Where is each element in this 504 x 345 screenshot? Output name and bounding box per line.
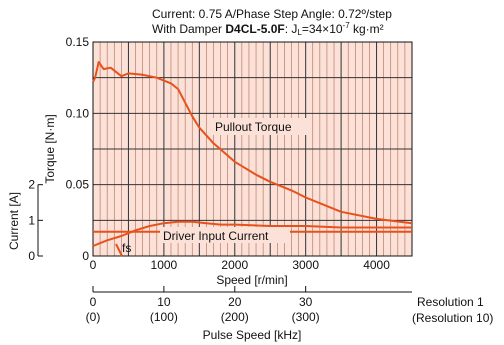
- series-line: [92, 61, 413, 225]
- fs-marker: [115, 243, 123, 257]
- inertia-subscript: L: [297, 28, 302, 37]
- current-tick-label: 0: [28, 249, 35, 263]
- pulse-axis: 0(0) 10(100) 20(200) 30(300): [86, 286, 320, 324]
- chart-title-line2: With Damper D4CL-5.0F: JL=34×10-7 kg·m²: [152, 21, 384, 37]
- y-tick-label: 0.10: [66, 106, 90, 120]
- current-axis: 0 1 2: [28, 178, 43, 263]
- x-tick-label: 0: [90, 258, 97, 272]
- driver-input-current-label: Driver Input Current: [163, 229, 269, 243]
- y-tick-label: 0.15: [66, 35, 90, 49]
- y-axis-label: Torque [N·m]: [43, 114, 57, 183]
- current-tick-label: 1: [28, 213, 35, 227]
- damper-model: D4CL-5.0F: [225, 22, 284, 36]
- current-axis-label: Current [A]: [7, 192, 21, 250]
- pulse-speed-label: Pulse Speed [kHz]: [203, 328, 302, 342]
- inertia-unit: kg·m²: [350, 22, 384, 36]
- resolution10-label: (Resolution 10): [412, 311, 493, 325]
- current-tick-label: 2: [28, 178, 35, 192]
- grid: [93, 42, 412, 256]
- inertia-value: =34×10: [302, 22, 343, 36]
- pulse-tick-label: 30: [299, 295, 313, 309]
- x-tick-label: 1000: [151, 258, 178, 272]
- pulse-tick-label: 20: [228, 295, 242, 309]
- title-prefix: With Damper: [152, 22, 225, 36]
- inertia-exponent: -7: [343, 21, 351, 30]
- x-tick-label: 4000: [363, 258, 390, 272]
- pulse-tick-label-res10: (100): [150, 310, 178, 324]
- pulse-tick-label-res10: (300): [292, 310, 320, 324]
- current-label-bg: [160, 227, 290, 243]
- y-tick-labels: 0 0.05 0.10 0.15: [66, 35, 90, 263]
- y-tick-label: 0.05: [66, 178, 90, 192]
- resolution1-label: Resolution 1: [417, 295, 484, 309]
- title-suffix: : J: [285, 22, 298, 36]
- pullout-label-bg: [212, 118, 308, 135]
- x-tick-label: 3000: [292, 258, 319, 272]
- pulse-tick-label: 10: [157, 295, 171, 309]
- y-tick-label: 0: [82, 249, 89, 263]
- pulse-tick-label-res10: (0): [86, 310, 101, 324]
- x-tick-label: 2000: [221, 258, 248, 272]
- chart-title-line1: Current: 0.75 A/Phase Step Angle: 0.72º/…: [152, 7, 392, 21]
- series-line: [92, 220, 412, 247]
- plot-frame: [92, 41, 413, 257]
- x-tick-labels: 0 1000 2000 3000 4000: [90, 258, 391, 272]
- pulse-tick-label-res10: (200): [221, 310, 249, 324]
- pulse-tick-label: 0: [90, 295, 97, 309]
- fs-label: fs: [122, 241, 131, 255]
- pullout-torque-label: Pullout Torque: [215, 120, 292, 134]
- x-axis-label: Speed [r/min]: [216, 273, 287, 287]
